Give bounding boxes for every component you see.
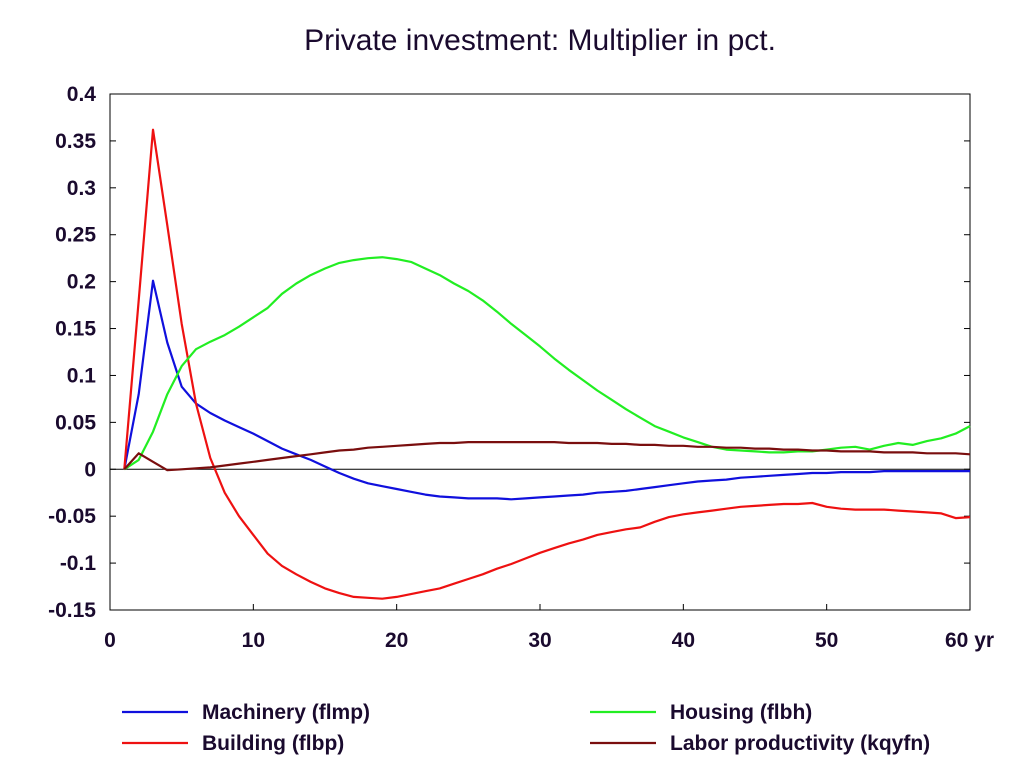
legend-label: Labor productivity (kqyfn) (670, 732, 930, 755)
x-tick-label: 40 (672, 629, 695, 652)
y-tick-label: 0.2 (67, 271, 96, 294)
plot-area (109, 93, 971, 611)
y-tick-label: 0.3 (67, 177, 96, 200)
series-line (123, 279, 970, 501)
y-axis: 0.4 0.35 0.3 0.25 0.2 0.15 0.1 0.05 0 -0.05 -0.1 -0… (48, 83, 970, 622)
legend: Machinery (flmp) Building (flbp) Housing (… (122, 701, 930, 755)
y-tick-label: 0.1 (67, 364, 97, 387)
y-tick-label: -0.1 (60, 552, 97, 575)
legend-label: Machinery (flmp) (202, 701, 370, 724)
x-tick-label: 10 (242, 629, 265, 652)
x-tick-label: 60 yr (945, 629, 994, 652)
y-tick-label: 0.15 (55, 318, 96, 341)
x-tick-label: 0 (104, 629, 116, 652)
plot-frame (109, 93, 971, 611)
legend-label: Housing (flbh) (670, 701, 812, 724)
y-tick-label: -0.05 (48, 505, 96, 528)
y-tick-label: 0 (84, 458, 96, 481)
x-axis: 0 10 20 30 40 50 60 yr (104, 604, 994, 652)
x-tick-label: 50 (815, 629, 838, 652)
y-tick-label: 0.05 (55, 411, 96, 434)
chart-title: Private investment: Multiplier in pct. (304, 24, 776, 57)
series-line (123, 441, 971, 472)
y-tick-label: 0.35 (55, 130, 96, 153)
series-line (123, 256, 971, 471)
x-tick-label: 20 (385, 629, 408, 652)
y-tick-label: -0.15 (48, 599, 96, 622)
y-tick-label: 0.25 (55, 224, 96, 247)
legend-label: Building (flbp) (202, 732, 344, 755)
series-line (123, 128, 971, 600)
y-tick-label: 0.4 (67, 83, 97, 106)
series-group (123, 128, 971, 600)
x-tick-label: 30 (528, 629, 551, 652)
